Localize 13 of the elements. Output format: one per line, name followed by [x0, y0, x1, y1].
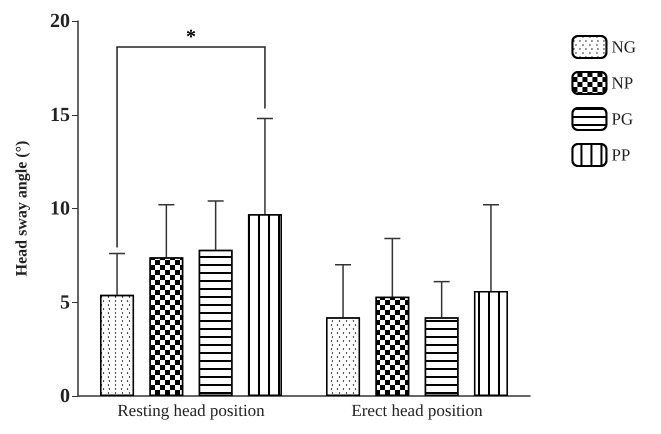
legend-label: NP: [611, 74, 634, 92]
y-axis-title: Head sway angle (°): [14, 140, 30, 276]
y-tick-label: 5: [60, 291, 70, 314]
y-tick-label: 10: [50, 198, 70, 220]
y-tick-label: 0: [60, 385, 70, 407]
legend-label: NG: [611, 38, 636, 56]
y-tick-label: 15: [50, 104, 70, 126]
legend-label: PG: [611, 110, 634, 128]
x-tick-label: Erect head position: [351, 401, 484, 420]
y-tick-label: 20: [50, 10, 70, 32]
x-tick-label: Resting head position: [117, 401, 266, 420]
legend-label: PP: [611, 146, 630, 164]
annotation: *: [186, 26, 196, 48]
